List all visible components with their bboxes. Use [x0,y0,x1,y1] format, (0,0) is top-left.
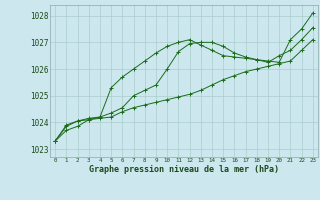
X-axis label: Graphe pression niveau de la mer (hPa): Graphe pression niveau de la mer (hPa) [89,165,279,174]
